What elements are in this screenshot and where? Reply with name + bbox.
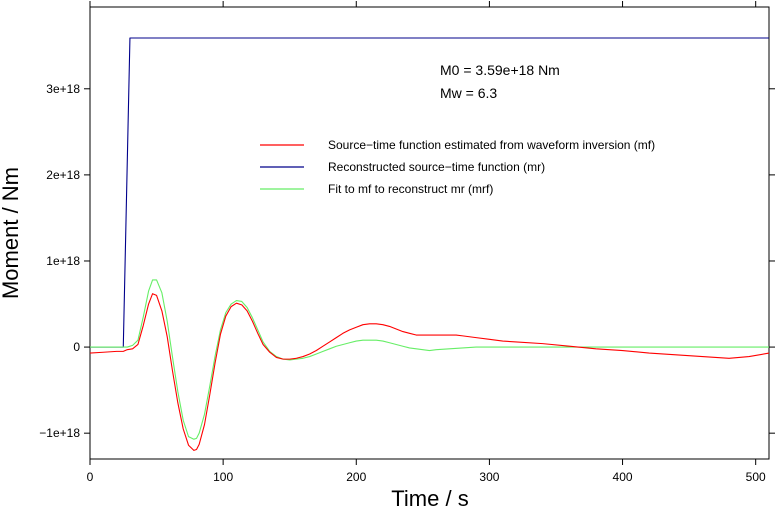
plot-frame xyxy=(89,6,770,460)
x-tick-label: 100 xyxy=(213,470,233,484)
x-tick-label: 200 xyxy=(346,470,366,484)
y-tick-label: 0 xyxy=(73,340,80,354)
annotation-m0: M0 = 3.59e+18 Nm xyxy=(440,62,560,78)
x-tick-label: 500 xyxy=(746,470,766,484)
legend: Source−time function estimated from wave… xyxy=(260,138,655,196)
series-line-mrf xyxy=(90,279,769,440)
x-tick-label: 0 xyxy=(87,470,94,484)
series-line-mf xyxy=(89,293,770,451)
y-tick-label: 1e+18 xyxy=(46,254,80,268)
legend-label-mrf: Fit to mf to reconstruct mr (mrf) xyxy=(328,182,493,196)
x-axis-title: Time / s xyxy=(391,486,468,511)
legend-label-mr: Reconstructed source−time function (mr) xyxy=(328,160,545,174)
ticks-layer: 0 100 200 300 400 500 −1e+18 0 1e+18 2e+18 3e+18 xyxy=(39,1,775,484)
legend-label-mf: Source−time function estimated from wave… xyxy=(328,138,655,152)
x-tick-label: 300 xyxy=(479,470,499,484)
y-tick-label: 3e+18 xyxy=(46,82,80,96)
series-layer xyxy=(89,37,770,451)
x-tick-label: 400 xyxy=(613,470,633,484)
y-tick-label: 2e+18 xyxy=(46,168,80,182)
y-axis-title: Moment / Nm xyxy=(0,167,23,299)
y-tick-label: −1e+18 xyxy=(39,426,80,440)
annotation-layer: M0 = 3.59e+18 Nm Mw = 6.3 xyxy=(440,62,560,101)
annotation-mw: Mw = 6.3 xyxy=(440,85,497,101)
